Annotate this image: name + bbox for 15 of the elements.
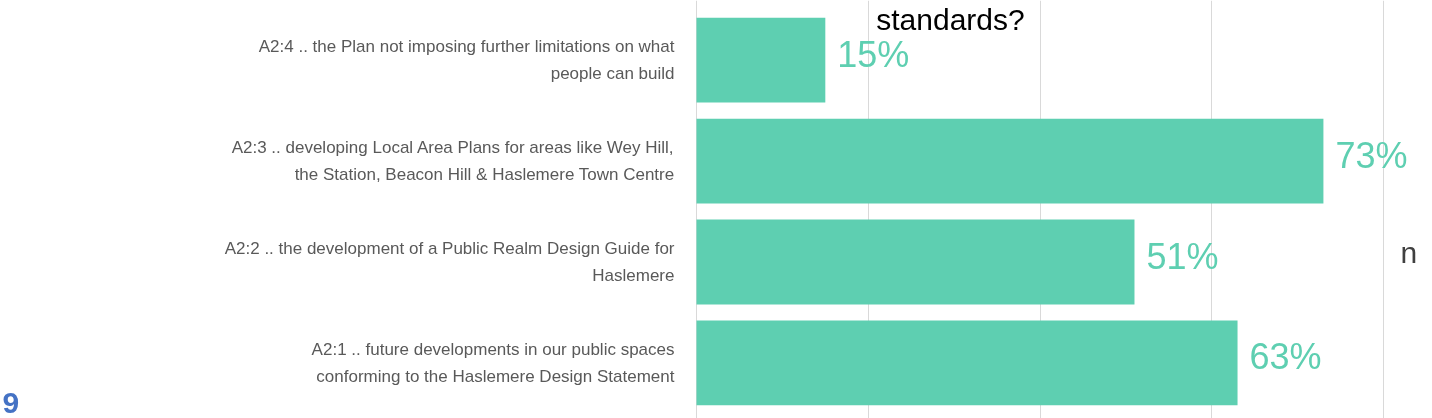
text: n bbox=[1400, 235, 1418, 269]
bar bbox=[696, 219, 1135, 305]
bar bbox=[696, 320, 1238, 406]
y-tick-label: A2:4 .. the Plan not imposing further limitations on what people can build bbox=[258, 36, 675, 84]
y-tick-label: A2:3 .. developing Local Area Plans for areas like Wey Hill, the Station, Beacon Hill & Haslemere Town Centre bbox=[231, 137, 675, 185]
y-tick-label: A2:1 .. future developments in our public spaces conforming to the Haslemere Design Statement bbox=[311, 339, 675, 387]
data-label: 73% bbox=[1335, 134, 1408, 176]
bar bbox=[696, 118, 1324, 204]
chart-title: standards? bbox=[876, 2, 1025, 36]
data-label: 51% bbox=[1146, 235, 1219, 277]
y-tick-label: A2:2 .. the development of a Public Realm Design Guide for Haslemere bbox=[224, 238, 675, 286]
text: 9 bbox=[2, 385, 20, 418]
data-label: 15% bbox=[837, 33, 910, 75]
data-label: 63% bbox=[1249, 336, 1322, 378]
bar bbox=[696, 17, 826, 103]
